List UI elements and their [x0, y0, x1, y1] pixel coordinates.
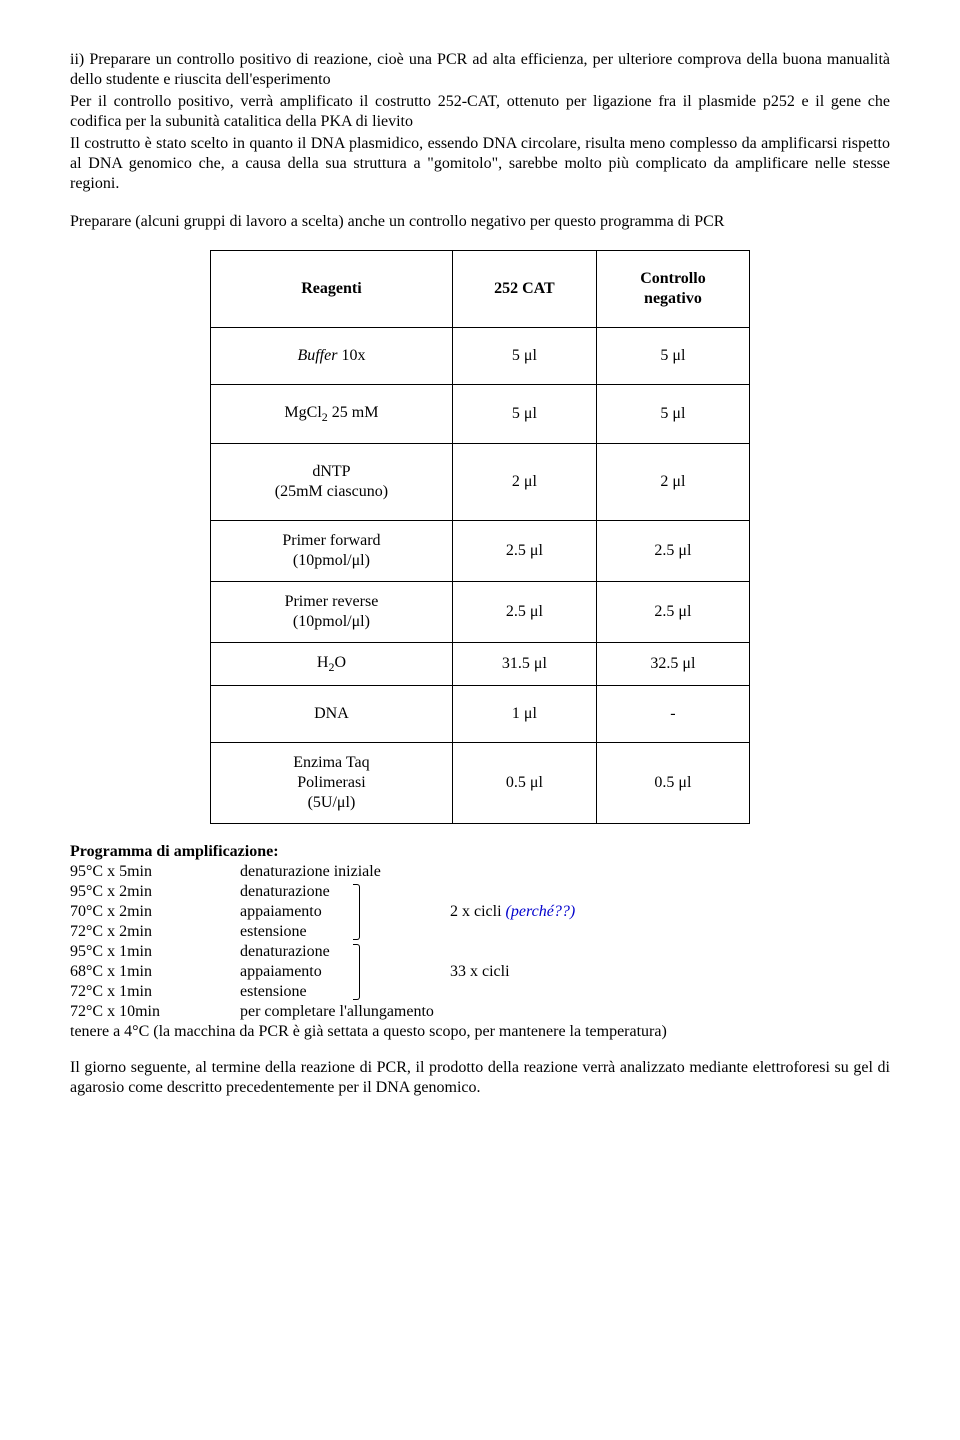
cell: 32.5 μl	[596, 643, 749, 686]
prog-step: denaturazione	[240, 882, 450, 902]
prog-step: denaturazione	[240, 942, 450, 962]
p3: Il giorno seguente, al termine della rea…	[70, 1058, 890, 1098]
cell: 5 μl	[452, 328, 596, 385]
table-row: Primer reverse(10pmol/μl) 2.5 μl 2.5 μl	[211, 582, 750, 643]
prog-step: appaiamento	[240, 902, 450, 922]
prog-line: 70°C x 2min appaiamento 2 x cicli (perch…	[70, 902, 890, 922]
cell-buffer: Buffer 10x	[211, 328, 453, 385]
prog-line: 68°C x 1min appaiamento 33 x cicli	[70, 962, 890, 982]
prog-cycles: 33 x cicli	[450, 962, 510, 982]
prog-temp: 72°C x 10min	[70, 1002, 240, 1022]
brace-icon	[353, 944, 360, 1000]
table-row: Enzima TaqPolimerasi(5U/μl) 0.5 μl 0.5 μ…	[211, 743, 750, 824]
prog-line: 95°C x 1min denaturazione	[70, 942, 890, 962]
prog-temp: 95°C x 2min	[70, 882, 240, 902]
prog-temp: 68°C x 1min	[70, 962, 240, 982]
th-252cat: 252 CAT	[452, 251, 596, 328]
prog-temp: 72°C x 2min	[70, 922, 240, 942]
p2: Preparare (alcuni gruppi di lavoro a sce…	[70, 212, 890, 232]
cell: 5 μl	[596, 328, 749, 385]
cell-primer-rev: Primer reverse(10pmol/μl)	[211, 582, 453, 643]
prog-line: 72°C x 1min estensione	[70, 982, 890, 1002]
table-row: MgCl2 25 mM 5 μl 5 μl	[211, 385, 750, 444]
p1-l1: ii) Preparare un controllo positivo di r…	[70, 50, 890, 90]
cell: 31.5 μl	[452, 643, 596, 686]
prog-line: 72°C x 10min per completare l'allungamen…	[70, 1002, 890, 1022]
prog-line: 95°C x 2min denaturazione	[70, 882, 890, 902]
prog-step: estensione	[240, 982, 450, 1002]
cell: 5 μl	[596, 385, 749, 444]
program-block: Programma di amplificazione: 95°C x 5min…	[70, 842, 890, 1042]
cell: 0.5 μl	[596, 743, 749, 824]
cell: 2.5 μl	[596, 582, 749, 643]
cell: 5 μl	[452, 385, 596, 444]
cell: 2.5 μl	[452, 582, 596, 643]
cell: 2 μl	[596, 444, 749, 521]
table-row: Buffer 10x 5 μl 5 μl	[211, 328, 750, 385]
prog-temp: 72°C x 1min	[70, 982, 240, 1002]
prog-line: 72°C x 2min estensione	[70, 922, 890, 942]
cell: 2 μl	[452, 444, 596, 521]
cell: 2.5 μl	[596, 521, 749, 582]
program-title: Programma di amplificazione:	[70, 842, 890, 862]
prog-temp: 95°C x 1min	[70, 942, 240, 962]
prog-cycles: 2 x cicli (perché??)	[450, 902, 575, 922]
cell: 0.5 μl	[452, 743, 596, 824]
prog-step: estensione	[240, 922, 450, 942]
cell: 1 μl	[452, 686, 596, 743]
cell: 2.5 μl	[452, 521, 596, 582]
table-header-row: Reagenti 252 CAT Controllonegativo	[211, 251, 750, 328]
cell-dna: DNA	[211, 686, 453, 743]
cell-dntp: dNTP(25mM ciascuno)	[211, 444, 453, 521]
prog-step: per completare l'allungamento	[240, 1002, 434, 1022]
prog-temp: 95°C x 5min	[70, 862, 240, 882]
paragraph-3: Il giorno seguente, al termine della rea…	[70, 1058, 890, 1098]
prog-step: denaturazione iniziale	[240, 862, 450, 882]
table-row: Primer forward(10pmol/μl) 2.5 μl 2.5 μl	[211, 521, 750, 582]
paragraph-2: Preparare (alcuni gruppi di lavoro a sce…	[70, 212, 890, 232]
table-row: H2O 31.5 μl 32.5 μl	[211, 643, 750, 686]
th-reagenti: Reagenti	[211, 251, 453, 328]
brace-icon	[353, 884, 360, 940]
th-controllo: Controllonegativo	[596, 251, 749, 328]
table-row: DNA 1 μl -	[211, 686, 750, 743]
prog-line-final: tenere a 4°C (la macchina da PCR è già s…	[70, 1022, 890, 1042]
table-row: dNTP(25mM ciascuno) 2 μl 2 μl	[211, 444, 750, 521]
cell-primer-fwd: Primer forward(10pmol/μl)	[211, 521, 453, 582]
p1-l3: Il costrutto è stato scelto in quanto il…	[70, 134, 890, 194]
cell-h2o: H2O	[211, 643, 453, 686]
cell-mgcl2: MgCl2 25 mM	[211, 385, 453, 444]
prog-line: 95°C x 5min denaturazione iniziale	[70, 862, 890, 882]
reagents-table: Reagenti 252 CAT Controllonegativo Buffe…	[210, 250, 750, 824]
paragraph-1: ii) Preparare un controllo positivo di r…	[70, 50, 890, 194]
prog-temp: 70°C x 2min	[70, 902, 240, 922]
p1-l2: Per il controllo positivo, verrà amplifi…	[70, 92, 890, 132]
cell: -	[596, 686, 749, 743]
prog-step: appaiamento	[240, 962, 450, 982]
cell-taq: Enzima TaqPolimerasi(5U/μl)	[211, 743, 453, 824]
